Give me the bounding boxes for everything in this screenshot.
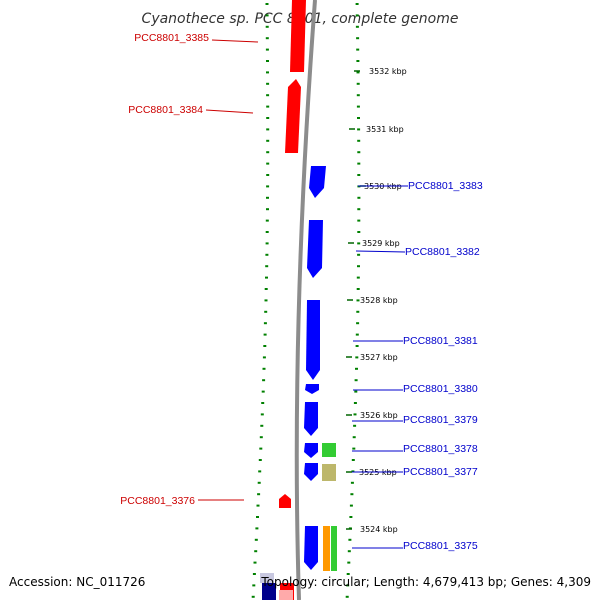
gene-label-pcc8801-3384[interactable]: PCC8801_3384 [128, 104, 203, 116]
kbp-label: 3524 kbp [360, 525, 398, 534]
left-tick-ring [251, 3, 270, 598]
gene-label-pcc8801-3382[interactable]: PCC8801_3382 [405, 246, 480, 258]
kbp-label: 3531 kbp [366, 125, 404, 134]
right-gene-labels: PCC8801_3383 PCC8801_3382 PCC8801_3381 P… [352, 180, 483, 552]
genome-backbone [294, 0, 317, 600]
forward-strand-features [260, 166, 326, 600]
kbp-label: 3529 kbp [362, 239, 400, 248]
genome-summary-text: Topology: circular; Length: 4,679,413 bp… [260, 575, 591, 589]
gene-feature[interactable] [307, 220, 323, 278]
gene-label-pcc8801-3377[interactable]: PCC8801_3377 [403, 466, 478, 478]
gene-label-pcc8801-3385[interactable]: PCC8801_3385 [134, 32, 209, 44]
gene-feature[interactable] [290, 0, 306, 72]
kbp-label: 3526 kbp [360, 411, 398, 420]
gene-feature[interactable] [304, 463, 318, 481]
gene-feature[interactable] [306, 300, 320, 380]
gene-feature[interactable] [304, 402, 318, 436]
gene-feature[interactable] [279, 494, 291, 508]
gene-feature[interactable] [305, 384, 319, 394]
gene-label-pcc8801-3376[interactable]: PCC8801_3376 [120, 495, 195, 507]
gene-label-pcc8801-3379[interactable]: PCC8801_3379 [403, 414, 478, 426]
gene-feature[interactable] [322, 464, 336, 481]
gene-feature[interactable] [309, 166, 326, 198]
gene-feature[interactable] [304, 443, 318, 458]
kbp-label: 3532 kbp [369, 67, 407, 76]
gene-feature [279, 590, 293, 600]
kbp-label: 3527 kbp [360, 353, 398, 362]
kbp-label: 3528 kbp [360, 296, 398, 305]
gene-label-pcc8801-3378[interactable]: PCC8801_3378 [403, 443, 478, 455]
kbp-scale: 3532 kbp 3531 kbp 3530 kbp 3529 kbp 3528… [346, 67, 407, 534]
gene-label-pcc8801-3383[interactable]: PCC8801_3383 [408, 180, 483, 192]
gene-feature[interactable] [304, 526, 318, 570]
right-tick-ring [345, 3, 361, 598]
gene-feature[interactable] [262, 583, 276, 600]
gene-label-pcc8801-3381[interactable]: PCC8801_3381 [403, 335, 478, 347]
gene-feature[interactable] [322, 443, 336, 457]
gene-label-pcc8801-3380[interactable]: PCC8801_3380 [403, 383, 478, 395]
gene-feature[interactable] [285, 79, 301, 153]
gene-label-pcc8801-3375[interactable]: PCC8801_3375 [403, 540, 478, 552]
gene-feature [260, 573, 274, 583]
reverse-strand-features [279, 0, 306, 600]
accession-text: Accession: NC_011726 [9, 575, 145, 589]
gene-feature[interactable] [331, 526, 337, 571]
other-features [279, 443, 337, 600]
gene-feature[interactable] [323, 526, 330, 571]
left-gene-labels: PCC8801_3385 PCC8801_3384 PCC8801_3376 [120, 32, 259, 507]
